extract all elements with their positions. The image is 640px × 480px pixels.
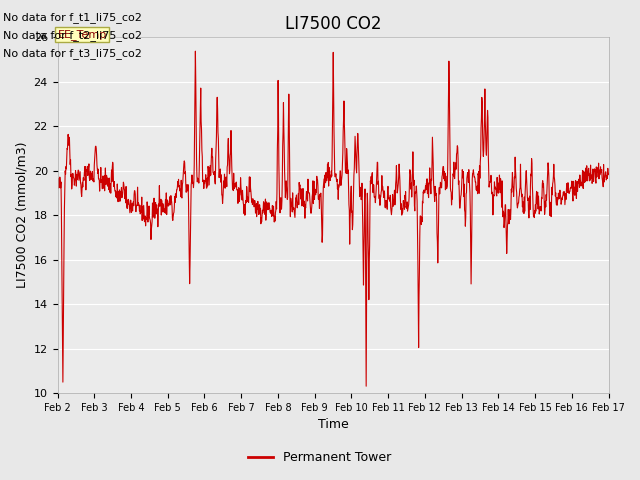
X-axis label: Time: Time [317, 419, 348, 432]
Text: No data for f_t3_li75_co2: No data for f_t3_li75_co2 [3, 48, 142, 60]
Text: No data for f_t2_li75_co2: No data for f_t2_li75_co2 [3, 30, 142, 41]
Text: EE_Temp: EE_Temp [58, 29, 107, 40]
Y-axis label: LI7500 CO2 (mmol/m3): LI7500 CO2 (mmol/m3) [15, 142, 28, 288]
Text: No data for f_t1_li75_co2: No data for f_t1_li75_co2 [3, 12, 142, 23]
Legend: Permanent Tower: Permanent Tower [243, 446, 397, 469]
Title: LI7500 CO2: LI7500 CO2 [285, 15, 381, 33]
